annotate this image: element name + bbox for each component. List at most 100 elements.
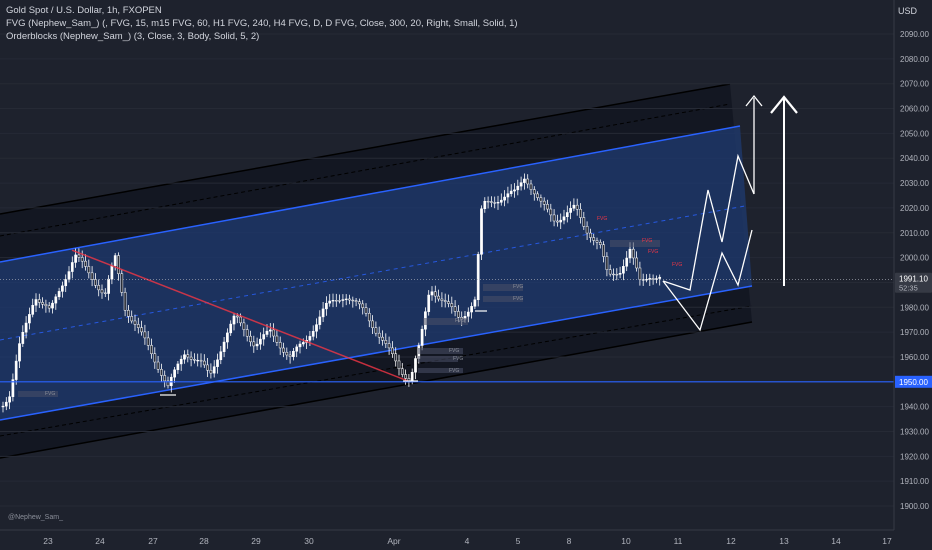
candle-body	[130, 316, 134, 322]
candle-body	[420, 328, 424, 346]
candle-body	[536, 193, 539, 198]
candle-body	[351, 299, 355, 302]
projection-arrow-big-head	[770, 95, 798, 114]
symbol-title[interactable]: Gold Spot / U.S. Dollar, 1h, FXOPEN	[6, 5, 162, 16]
projection-arrow-small-head	[745, 94, 763, 107]
candle-body	[282, 347, 285, 353]
candle-body	[453, 306, 457, 312]
candle-body	[54, 296, 58, 304]
time-tick-label: 17	[882, 536, 892, 546]
candle-body	[94, 279, 97, 286]
time-tick-label: 8	[567, 536, 572, 546]
candle-body	[315, 324, 318, 332]
candle-body	[110, 265, 114, 280]
candle-body	[381, 336, 384, 341]
candle-body	[437, 295, 440, 300]
level-badge	[895, 375, 932, 388]
time-tick-label: 14	[831, 536, 841, 546]
candle-body	[249, 335, 252, 343]
candle-body	[275, 335, 279, 343]
candle-body	[529, 183, 533, 190]
candle-body	[14, 360, 18, 380]
candle-body	[523, 178, 526, 183]
candle-body	[235, 315, 239, 318]
candle-body	[295, 346, 299, 352]
candle-body	[226, 332, 229, 343]
indicator-legend: Gold Spot / U.S. Dollar, 1h, FXOPEN FVG …	[6, 4, 518, 43]
candle-body	[133, 320, 137, 325]
candle-body	[21, 331, 25, 344]
price-tick-label: 2000.00	[900, 254, 929, 263]
level-badge-value: 1950.00	[899, 378, 928, 387]
candle-body	[447, 301, 450, 304]
fvg-label: FVG	[672, 262, 682, 268]
candle-body	[466, 311, 470, 317]
candle-body	[480, 208, 483, 255]
candle-body	[338, 300, 341, 302]
candle-body	[361, 303, 365, 308]
candle-body	[473, 299, 477, 307]
orderblock-zone	[418, 368, 463, 373]
candle-body	[288, 354, 292, 357]
candle-body	[384, 340, 388, 344]
candle-body	[397, 360, 401, 369]
red-trendline	[71, 249, 411, 383]
candle-body	[546, 204, 549, 210]
candle-body	[150, 345, 153, 355]
fvg-label: FVG	[513, 284, 523, 290]
fvg-label: FVG	[642, 238, 652, 244]
price-tick-label: 1980.00	[900, 303, 929, 312]
fvg-label: FVG	[648, 249, 658, 255]
time-tick-label: 13	[779, 536, 789, 546]
projection-path-lower	[662, 229, 753, 332]
candle-body	[103, 292, 107, 294]
candle-body	[364, 307, 368, 314]
candle-body	[367, 313, 371, 322]
candle-body	[556, 220, 559, 223]
candle-body	[655, 278, 658, 280]
candle-body	[559, 219, 563, 223]
candle-body	[272, 329, 275, 337]
candle-body	[229, 323, 233, 334]
candle-body	[28, 314, 31, 324]
currency-label: USD	[898, 6, 918, 16]
orderblocks-indicator-label[interactable]: Orderblocks (Nephew_Sam_) (3, Close, 3, …	[6, 31, 260, 42]
price-tick-label: 2060.00	[900, 105, 929, 114]
candle-body	[298, 343, 302, 348]
candle-body	[526, 178, 530, 185]
candle-body	[222, 341, 226, 352]
candle-body	[163, 375, 167, 382]
candle-body	[64, 279, 68, 287]
candle-body	[344, 298, 348, 300]
candle-body	[440, 298, 444, 301]
projection-path-upper	[662, 153, 755, 291]
candle-body	[47, 305, 51, 309]
candle-body	[602, 244, 605, 257]
fvg-indicator-label[interactable]: FVG (Nephew_Sam_) (, FVG, 15, m15 FVG, 6…	[6, 18, 518, 29]
candle-body	[377, 332, 381, 338]
candle-body	[252, 341, 256, 347]
price-tick-label: 1940.00	[900, 403, 929, 412]
candle-body	[292, 351, 295, 357]
price-tick-label: 2070.00	[900, 80, 929, 89]
candle-body	[80, 257, 84, 262]
candle-body	[245, 329, 249, 337]
channel-midline	[0, 205, 746, 341]
candle-body	[569, 208, 572, 213]
candle-body	[348, 298, 351, 301]
orderblock-zone	[18, 391, 58, 397]
candle-body	[239, 316, 242, 324]
price-tick-label: 1930.00	[900, 427, 929, 436]
candle-body	[470, 306, 473, 313]
price-tick-label: 1960.00	[900, 353, 929, 362]
time-tick-label: 30	[304, 536, 314, 546]
candle-body	[219, 351, 223, 361]
price-tick-label: 2010.00	[900, 229, 929, 238]
candle-body	[658, 276, 662, 279]
candle-body	[123, 292, 127, 311]
candle-body	[67, 271, 71, 280]
candle-body	[84, 260, 87, 267]
candle-body	[331, 300, 335, 302]
candle-body	[585, 226, 589, 234]
